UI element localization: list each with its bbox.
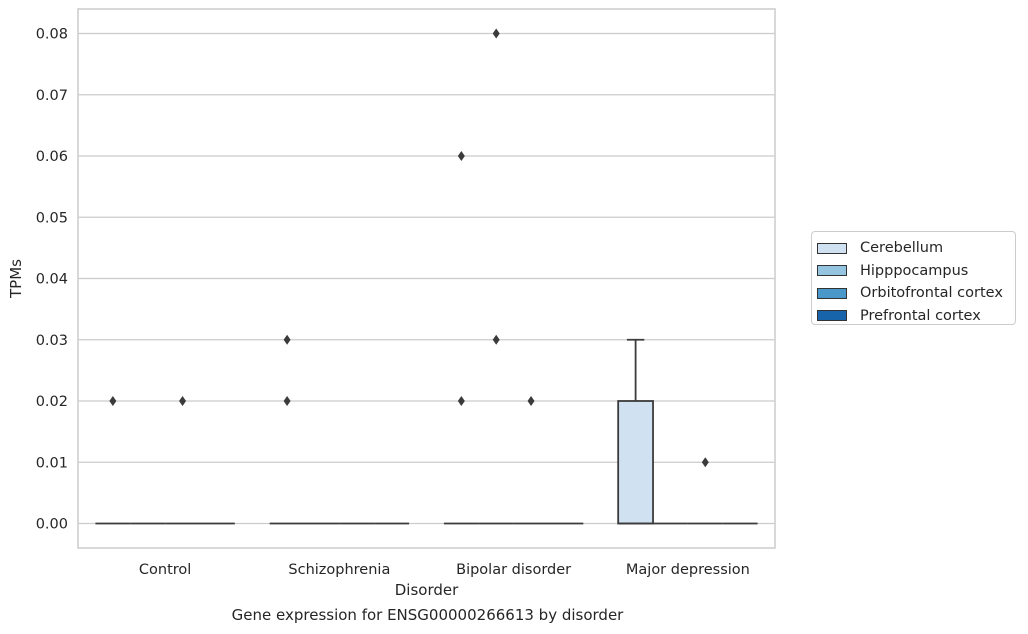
y-tick-label: 0.01 [36, 455, 68, 471]
outlier-point [701, 457, 709, 468]
y-tick-label: 0.05 [36, 210, 68, 226]
y-tick-label: 0.08 [36, 27, 68, 43]
y-axis-label: TPMs [7, 259, 25, 299]
legend-item: Orbitofrontal cortex [817, 282, 1015, 305]
x-tick-label: Bipolar disorder [456, 562, 571, 578]
legend-item: Prefrontal cortex [817, 305, 1015, 328]
legend-swatch [817, 310, 847, 322]
legend: Cerebellum Hipppocampus Orbitofrontal cort… [811, 231, 1016, 325]
outlier-point [457, 396, 465, 406]
legend-label: Prefrontal cortex [860, 307, 981, 324]
legend-swatch [817, 287, 847, 299]
x-tick-label: Major depression [626, 562, 750, 578]
outlier-point [109, 396, 117, 406]
outlier-point [492, 334, 500, 345]
outlier-point [492, 28, 500, 39]
chart-caption: Gene expression for ENSG00000266613 by d… [231, 606, 624, 624]
legend-label: Orbitofrontal cortex [860, 285, 1003, 302]
outlier-point [179, 396, 187, 406]
outlier-point [457, 151, 465, 161]
plot-frame [77, 8, 776, 549]
y-tick-label: 0.02 [36, 394, 68, 410]
outlier-point [283, 396, 291, 406]
legend-swatch [817, 265, 847, 277]
legend-item: Cerebellum [817, 237, 1015, 260]
y-tick-label: 0.06 [36, 149, 68, 165]
x-tick-label: Control [139, 562, 191, 578]
box [617, 400, 654, 525]
x-axis-label: Disorder [395, 581, 459, 599]
legend-label: Cerebellum [860, 240, 944, 257]
y-tick-label: 0.04 [36, 272, 68, 288]
legend-swatch [817, 242, 847, 254]
y-tick-label: 0.07 [36, 88, 68, 104]
y-tick-label: 0.03 [36, 333, 68, 349]
y-tick-label: 0.00 [36, 517, 68, 533]
x-tick-label: Schizophrenia [288, 562, 390, 578]
legend-label: Hipppocampus [860, 262, 969, 279]
outlier-point [283, 334, 291, 345]
outlier-point [527, 396, 535, 406]
legend-item: Hipppocampus [817, 260, 1015, 283]
